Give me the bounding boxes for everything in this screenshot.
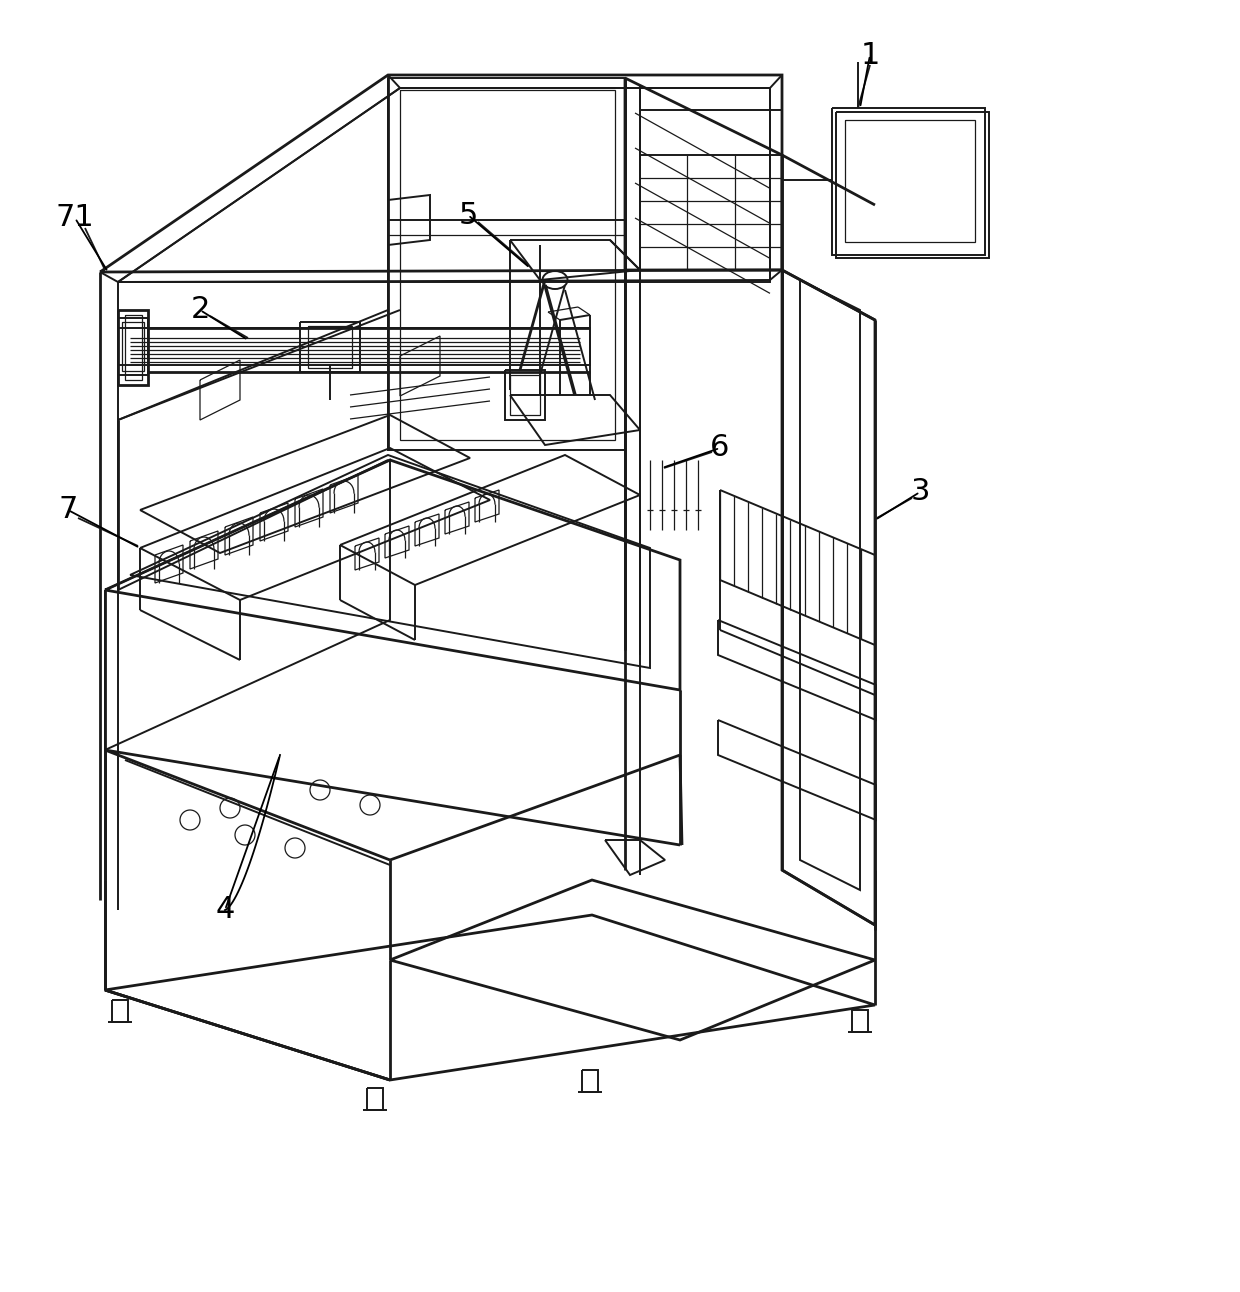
Text: 4: 4 [216,895,234,925]
Text: 71: 71 [56,204,94,233]
Text: 1: 1 [861,40,879,70]
Text: 5: 5 [459,200,477,230]
Text: 6: 6 [711,434,729,463]
Text: 2: 2 [190,296,210,324]
Text: 7: 7 [58,496,78,525]
Text: 3: 3 [910,478,930,506]
